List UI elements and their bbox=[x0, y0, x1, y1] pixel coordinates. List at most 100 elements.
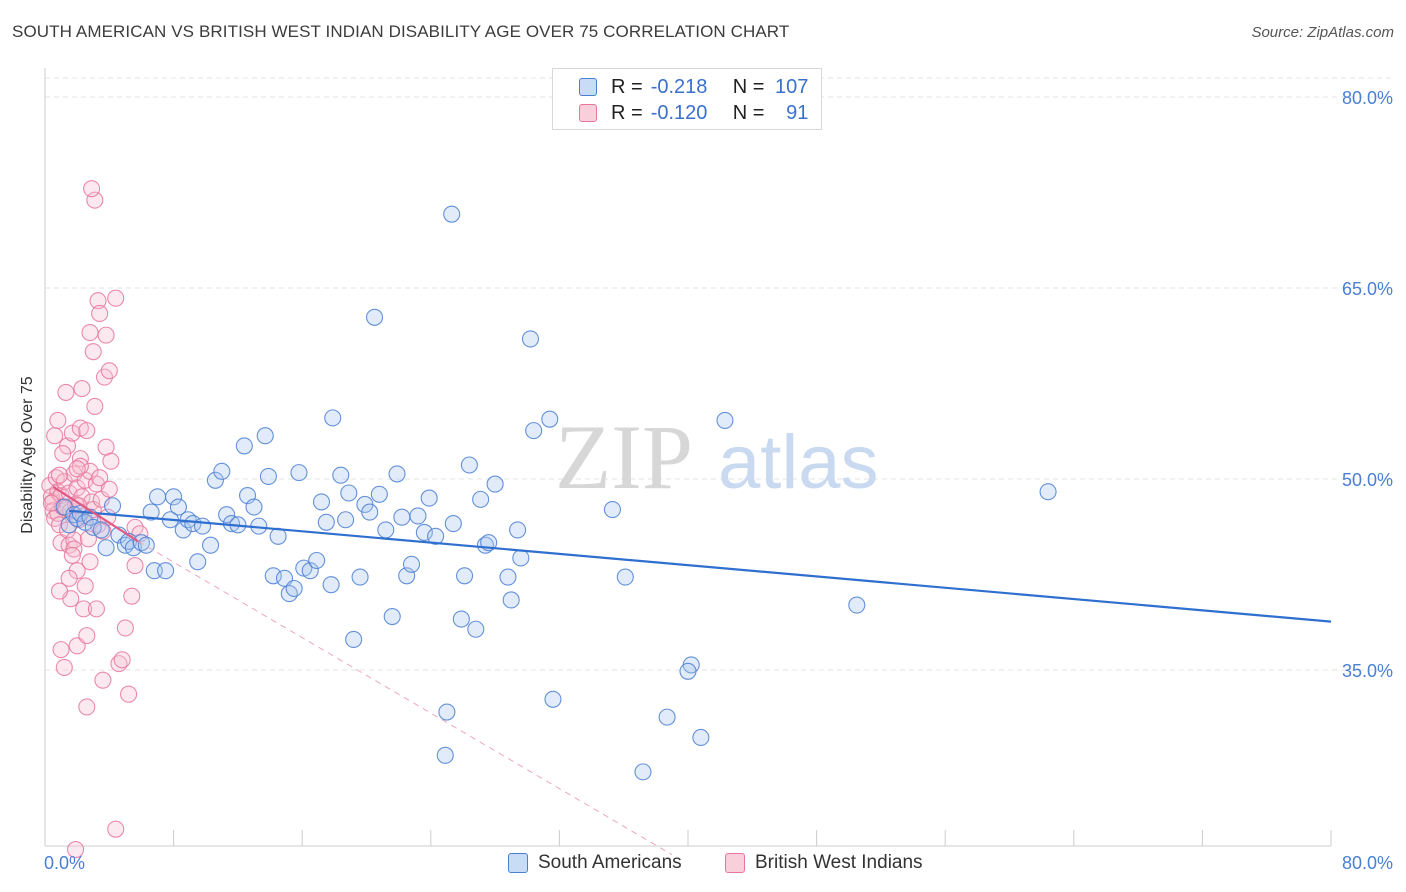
trend-lines bbox=[52, 485, 1332, 856]
data-point-south-americans bbox=[460, 456, 478, 474]
data-point-south-americans bbox=[245, 498, 263, 516]
data-point-south-americans bbox=[692, 728, 710, 747]
legend-label: British West Indians bbox=[755, 852, 923, 873]
data-point-south-americans bbox=[716, 411, 734, 429]
data-point-south-americans bbox=[264, 567, 282, 585]
data-point-south-americans bbox=[452, 610, 470, 628]
y-tick-label: 50.0% bbox=[1342, 470, 1393, 490]
data-point-south-americans bbox=[206, 471, 224, 489]
data-point-south-americans bbox=[345, 630, 363, 648]
legend-item-south-americans[interactable]: South Americans bbox=[508, 852, 682, 874]
data-point-british-west-indians bbox=[123, 587, 141, 605]
data-point-south-americans bbox=[290, 464, 308, 482]
legend-n-value: 107 bbox=[775, 75, 809, 98]
legend-swatch-pink bbox=[725, 853, 745, 873]
data-point-south-americans bbox=[312, 493, 331, 511]
y-tick-label: 80.0% bbox=[1342, 88, 1393, 108]
data-point-british-west-indians bbox=[107, 289, 125, 307]
data-point-south-americans bbox=[165, 488, 183, 506]
data-point-british-west-indians bbox=[50, 466, 69, 484]
data-point-british-west-indians bbox=[49, 411, 67, 429]
series-south-americans bbox=[55, 205, 1057, 781]
data-point-south-americans bbox=[285, 579, 303, 598]
data-point-british-west-indians bbox=[76, 577, 94, 595]
data-point-british-west-indians bbox=[78, 627, 96, 645]
watermark-atlas: atlas bbox=[718, 420, 879, 505]
data-point-south-americans bbox=[525, 422, 543, 440]
data-point-south-americans bbox=[415, 523, 433, 542]
data-point-south-americans bbox=[512, 549, 530, 567]
data-point-british-west-indians bbox=[57, 383, 75, 401]
data-point-south-americans bbox=[443, 205, 461, 223]
data-point-south-americans bbox=[337, 511, 355, 529]
data-point-british-west-indians bbox=[68, 460, 86, 478]
legend-item-british-west-indians[interactable]: British West Indians bbox=[725, 852, 923, 874]
data-point-south-americans bbox=[486, 475, 504, 493]
data-point-british-west-indians bbox=[52, 641, 70, 659]
data-point-south-americans bbox=[92, 521, 110, 539]
data-point-british-west-indians bbox=[71, 457, 89, 475]
data-point-british-west-indians bbox=[91, 304, 109, 323]
data-point-british-west-indians bbox=[60, 569, 78, 587]
x-tick-label: 80.0% bbox=[1342, 853, 1393, 873]
data-point-south-americans bbox=[393, 508, 411, 526]
data-point-south-americans bbox=[388, 465, 406, 483]
data-point-british-west-indians bbox=[50, 582, 69, 600]
data-point-south-americans bbox=[137, 536, 155, 554]
legend-n-label: N = bbox=[732, 75, 765, 98]
data-point-south-americans bbox=[541, 410, 559, 428]
data-point-south-americans bbox=[361, 503, 379, 521]
legend-r-value: -0.218 bbox=[650, 75, 708, 98]
data-point-british-west-indians bbox=[66, 840, 85, 859]
data-point-south-americans bbox=[256, 427, 274, 445]
legend-row-british-west-indians: R = -0.120 N = 91 bbox=[553, 100, 808, 126]
series-british-west-indians bbox=[41, 180, 149, 859]
data-point-south-americans bbox=[148, 488, 167, 506]
data-point-south-americans bbox=[169, 498, 187, 516]
data-point-british-west-indians bbox=[63, 546, 81, 564]
data-point-british-west-indians bbox=[42, 494, 60, 512]
data-point-south-americans bbox=[370, 485, 388, 503]
data-point-south-americans bbox=[103, 497, 122, 515]
data-point-south-americans bbox=[848, 596, 866, 614]
chart-title: SOUTH AMERICAN VS BRITISH WEST INDIAN DI… bbox=[12, 22, 790, 41]
trend-line-south-americans bbox=[69, 509, 1332, 623]
data-point-british-west-indians bbox=[89, 292, 107, 310]
legend-row-south-americans: R = -0.218 N = 107 bbox=[553, 74, 808, 100]
data-point-british-west-indians bbox=[54, 444, 72, 463]
data-point-south-americans bbox=[402, 555, 421, 573]
legend-swatch-blue bbox=[508, 853, 528, 873]
data-point-south-americans bbox=[184, 515, 202, 533]
y-tick-label: 35.0% bbox=[1342, 661, 1393, 681]
data-point-british-west-indians bbox=[113, 651, 131, 669]
data-point-british-west-indians bbox=[65, 531, 83, 549]
series-legend: South Americans British West Indians bbox=[0, 852, 1406, 878]
legend-r-label: R = bbox=[611, 101, 643, 124]
data-point-south-americans bbox=[132, 534, 150, 552]
watermark: ZIP atlas bbox=[555, 406, 879, 508]
data-point-british-west-indians bbox=[91, 469, 109, 487]
x-tick-label: 0.0% bbox=[44, 853, 85, 873]
data-point-british-west-indians bbox=[120, 685, 138, 703]
tick-labels: 35.0% 50.0% 65.0% 80.0% 0.0% 80.0% bbox=[44, 88, 1393, 873]
trend-line-british-west-indians bbox=[52, 485, 139, 543]
data-point-british-west-indians bbox=[78, 422, 96, 440]
data-point-south-americans bbox=[616, 568, 634, 586]
legend-label: South Americans bbox=[538, 852, 682, 873]
data-point-british-west-indians bbox=[75, 600, 93, 618]
data-point-south-americans bbox=[436, 746, 454, 764]
data-point-south-americans bbox=[259, 467, 277, 486]
data-point-south-americans bbox=[472, 490, 490, 508]
correlation-legend: R = -0.218 N = 107 R = -0.120 N = 91 bbox=[552, 68, 822, 130]
data-point-british-west-indians bbox=[55, 658, 73, 677]
data-point-south-americans bbox=[280, 585, 298, 603]
data-point-british-west-indians bbox=[65, 540, 83, 558]
data-point-south-americans bbox=[427, 527, 445, 545]
data-point-south-americans bbox=[142, 503, 160, 521]
data-point-british-west-indians bbox=[100, 480, 118, 498]
data-point-british-west-indians bbox=[47, 469, 65, 487]
source-label: Source: ZipAtlas.com bbox=[1251, 24, 1394, 41]
legend-r-label: R = bbox=[611, 75, 643, 98]
data-point-south-americans bbox=[332, 466, 350, 484]
data-point-south-americans bbox=[324, 409, 342, 427]
